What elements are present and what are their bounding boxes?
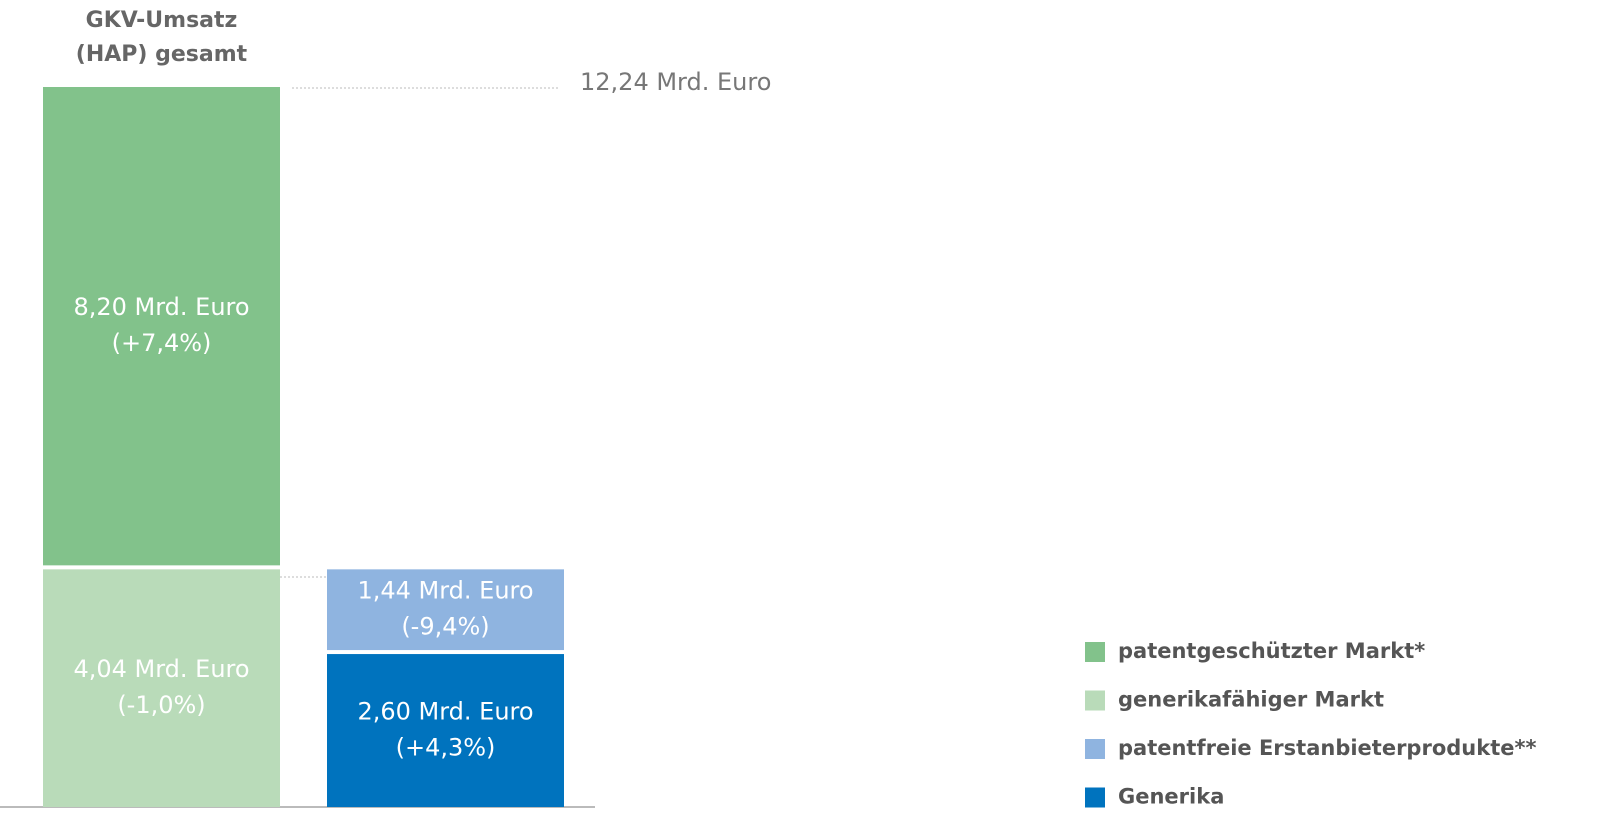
bar-segment [327, 569, 564, 651]
total-label: 12,24 Mrd. Euro [580, 68, 771, 96]
value-label: 2,60 Mrd. Euro [357, 698, 533, 726]
category-label: GKV-Umsatz (HAP) gesamt [75, 8, 248, 67]
legend-swatch [1085, 787, 1105, 808]
legend-label: patentgeschützter Markt* [1118, 639, 1425, 663]
legend-label: generikafähiger Markt [1118, 688, 1384, 712]
change-label: (-9,4%) [401, 613, 489, 641]
change-label: (+7,4%) [112, 329, 212, 357]
change-label: (+4,3%) [396, 734, 496, 762]
value-label: 4,04 Mrd. Euro [73, 655, 249, 683]
bar-segment [43, 87, 280, 566]
legend-swatch [1085, 642, 1105, 662]
legend-swatch [1085, 739, 1105, 759]
bar-segment [327, 654, 564, 807]
bar-segment [43, 569, 280, 807]
legend-swatch [1085, 690, 1105, 711]
legend-label: patentfreie Erstanbieterprodukte** [1118, 736, 1536, 760]
change-label: (-1,0%) [117, 691, 205, 719]
value-label: 8,20 Mrd. Euro [73, 293, 249, 321]
legend-label: Generika [1118, 785, 1224, 809]
value-label: 1,44 Mrd. Euro [357, 577, 533, 605]
